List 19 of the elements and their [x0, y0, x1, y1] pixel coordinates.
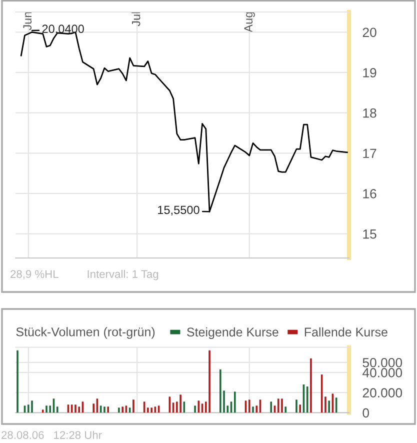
text: 28.08.06 [2, 431, 44, 439]
annotation: 20,0400 [42, 24, 84, 34]
text: Intervall: 1 Tag [88, 270, 158, 280]
y-tick-label: 17 [363, 148, 376, 158]
text: 12:28 Uhr [54, 430, 102, 439]
text: 28,9 %HL [10, 270, 58, 280]
y-tick-label: 20 [362, 28, 376, 38]
y-tick-label: 19 [363, 68, 376, 78]
chart-title: Stück-Volumen (rot-grün) [16, 327, 155, 339]
y-tick-label: 15 [363, 230, 376, 239]
y-tick-label: 18 [363, 108, 376, 118]
y-tick-label: 20.000 [362, 388, 402, 398]
y-tick-label: 0 [362, 408, 370, 418]
y-tick-label: 50.000 [362, 358, 402, 368]
legend-label: Steigende Kurse [187, 327, 278, 339]
y-tick-label: 16 [363, 189, 376, 198]
legend-label: Fallende Kurse [304, 327, 388, 337]
y-tick-label: 40.000 [362, 368, 402, 378]
annotation: 15,5500 [158, 206, 200, 216]
